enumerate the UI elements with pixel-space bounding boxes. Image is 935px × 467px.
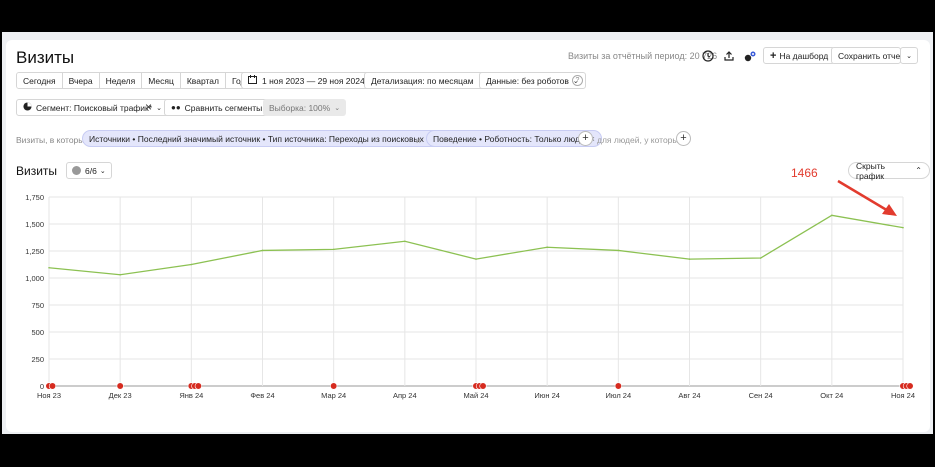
save-report-label: Сохранить отчет [838,50,904,61]
sample-label: Выборка: 100% [269,102,331,113]
pie-icon [23,102,32,113]
filter-chip-behavior-label: Поведение • Роботность: Только люди [433,133,585,144]
y-tick-label: 250 [31,355,44,364]
add-people-filter-button[interactable]: + [676,131,691,146]
filters-label: Визиты, в которых [16,135,89,145]
x-tick-label: Июн 24 [534,391,560,400]
save-options-dropdown[interactable]: ⌄ [900,47,918,64]
help-icon[interactable]: ? [572,75,583,86]
sample-dropdown[interactable]: Выборка: 100% ⌄ [263,99,347,116]
x-tick-label: Сен 24 [749,391,773,400]
compare-label: Сравнить сегменты [184,102,263,113]
x-tick-label: Авг 24 [678,391,700,400]
y-tick-label: 500 [31,328,44,337]
data-point [617,249,620,252]
annotation-value: 1466 [791,166,818,180]
x-tick-label: Май 24 [463,391,488,400]
hide-chart-button[interactable]: Скрыть график ⌃ [848,160,930,181]
data-point [475,258,477,260]
x-tick-label: Фев 24 [250,391,274,400]
x-tick-label: Дек 23 [109,391,132,400]
event-marker [330,382,338,390]
period-option[interactable]: Квартал [180,73,226,88]
date-range-label: 1 ноя 2023 — 29 ноя 2024 [262,75,365,86]
compare-icon: ●● [171,103,181,112]
export-icon[interactable] [720,47,737,64]
chevron-down-icon: ⌄ [99,167,106,175]
period-option[interactable]: Вчера [62,73,100,88]
x-tick-label: Мар 24 [321,391,346,400]
data-point [332,248,335,251]
x-tick-label: Янв 24 [179,391,203,400]
data-mode-dropdown[interactable]: Данные: без роботов ⌄ [479,72,586,89]
y-tick-label: 1,750 [25,193,44,202]
hide-chart-label: Скрыть график [856,160,886,181]
period-option[interactable]: Сегодня [17,73,63,88]
calendar-icon [248,75,257,86]
date-range-button[interactable]: 1 ноя 2023 — 29 ноя 2024 [241,72,372,89]
data-point [902,226,904,229]
x-tick-label: Ноя 23 [37,391,61,400]
data-point [48,266,50,269]
chevron-down-icon: ⌄ [334,104,341,112]
filter-and-label: и [416,135,421,145]
event-marker [48,382,57,390]
y-tick-label: 750 [31,301,44,310]
assistant-icon[interactable] [741,47,758,64]
chevron-up-icon: ⌃ [915,166,922,175]
chart-section-title: Визиты [16,164,58,178]
people-filter-label: для людей, у которых [597,135,683,145]
y-tick-label: 0 [40,382,44,391]
x-tick-label: Апр 24 [393,391,417,400]
y-tick-label: 1,500 [25,220,44,229]
history-icon[interactable] [699,47,716,64]
data-point [831,214,833,217]
event-marker [479,382,487,390]
chevron-down-icon: ⌄ [906,52,912,60]
page-title: Визиты [16,48,75,67]
add-to-dashboard-label: На дашборд [779,50,829,61]
series-icon [72,166,81,175]
add-filter-button[interactable]: + [578,131,593,146]
event-marker [906,382,914,390]
chevron-down-icon: ⌄ [156,104,162,112]
y-tick-label: 1,000 [25,274,44,283]
event-marker [116,382,124,390]
annotation-arrow [837,179,891,214]
filter-chip-source-label: Источники • Последний значимый источник … [89,133,454,144]
data-point [190,263,193,266]
x-tick-label: Окт 24 [820,391,843,400]
page-background: Визиты Визиты за отчётный период: 20 726… [2,32,933,434]
period-selector: Сегодня Вчера Неделя Месяц Квартал Год [16,72,253,89]
top-black-bar [0,0,935,32]
series-count: 6/6 [85,165,97,176]
period-option[interactable]: Месяц [142,73,181,88]
period-option[interactable]: Неделя [99,73,143,88]
visits-chart: 0 250 500 750 1,000 1,250 1,500 1,750 Ноя 23 Дек … [25,179,915,400]
plus-icon: + [770,49,777,62]
series-selector[interactable]: 6/6 ⌄ [66,162,112,179]
data-point [759,257,762,259]
detail-label: Детализация: по месяцам [371,75,474,86]
bottom-black-bar [0,434,935,467]
segment-label: Сегмент: Поисковый трафик* [36,102,153,113]
segment-dropdown[interactable]: Сегмент: Поисковый трафик* ⌄ [16,99,169,116]
x-tick-label: Ноя 24 [891,391,915,400]
x-tick-label: Июл 24 [606,391,632,400]
report-card: Визиты Визиты за отчётный период: 20 726… [6,40,930,432]
data-point [546,246,548,249]
period-visits-total: Визиты за отчётный период: 20 726 [568,51,718,61]
data-point [261,249,264,252]
save-report-button[interactable]: Сохранить отчет [831,47,904,64]
data-mode-label: Данные: без роботов [486,75,569,86]
data-point [404,240,406,243]
data-point [119,273,121,276]
annotation-arrowhead [882,204,897,216]
y-tick-label: 1,250 [25,247,44,256]
data-point [688,258,691,260]
clear-segment-icon[interactable]: × [145,100,153,114]
event-marker [194,382,202,390]
event-marker [614,382,622,390]
